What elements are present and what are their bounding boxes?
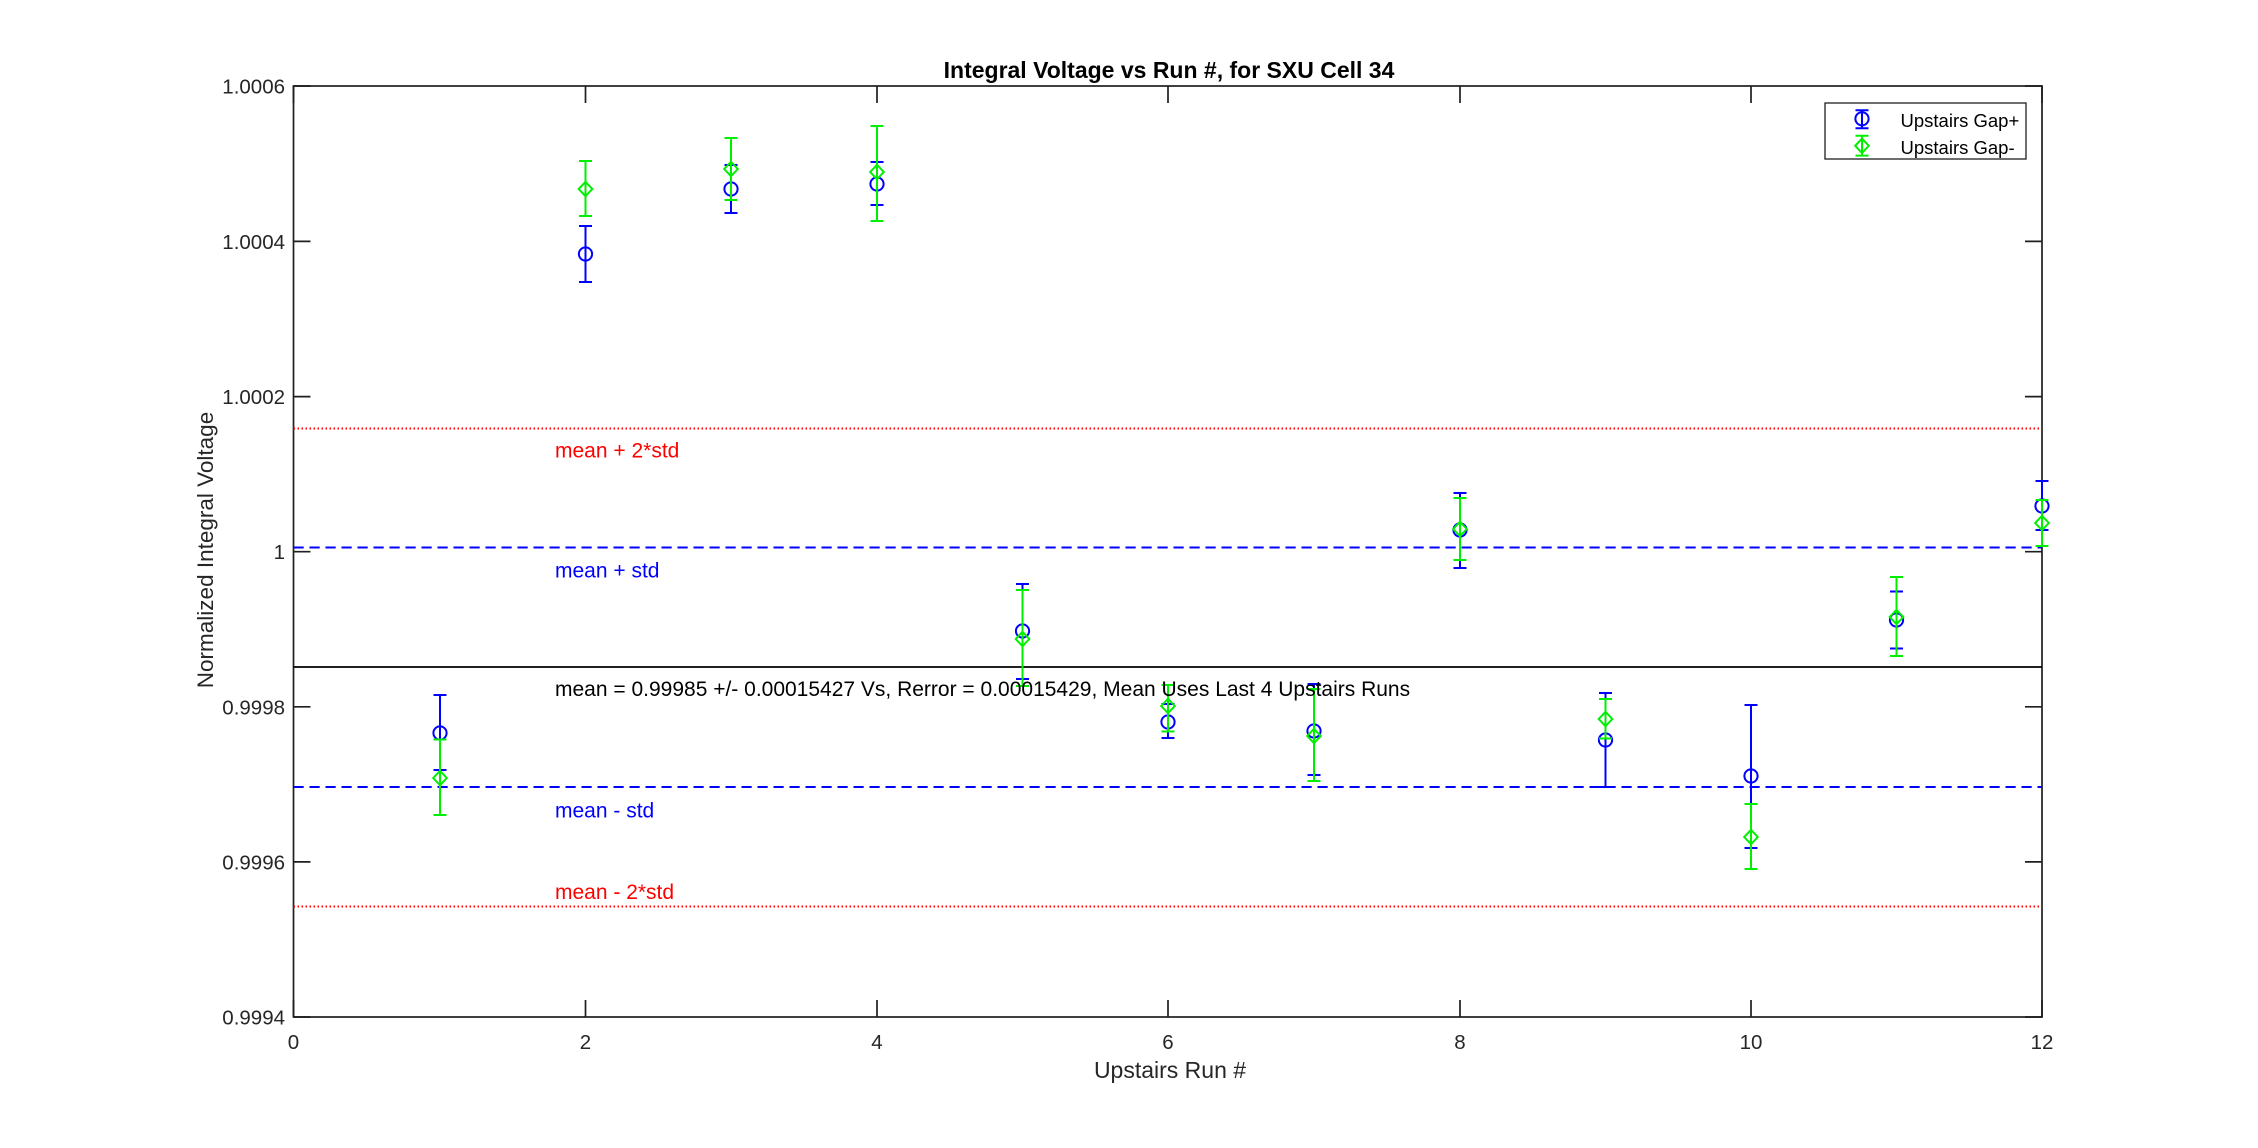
- svg-text:mean = 0.99985 +/- 0.00015427: mean = 0.99985 +/- 0.00015427 Vs, Rerror…: [555, 678, 1410, 701]
- svg-text:Upstairs Gap-: Upstairs Gap-: [1901, 137, 2015, 158]
- svg-text:8: 8: [1454, 1031, 1465, 1054]
- svg-text:mean + std: mean + std: [555, 560, 659, 583]
- svg-text:0.9998: 0.9998: [222, 696, 285, 719]
- svg-text:0.9996: 0.9996: [222, 851, 285, 874]
- svg-text:Upstairs Gap+: Upstairs Gap+: [1901, 110, 2020, 131]
- svg-text:1: 1: [274, 541, 285, 564]
- svg-text:0: 0: [288, 1031, 299, 1054]
- svg-text:mean + 2*std: mean + 2*std: [555, 440, 679, 463]
- svg-text:1.0006: 1.0006: [222, 76, 285, 99]
- svg-text:12: 12: [2031, 1031, 2054, 1054]
- svg-text:10: 10: [1740, 1031, 1763, 1054]
- svg-text:Upstairs Run #: Upstairs Run #: [1094, 1057, 1246, 1083]
- svg-text:Integral Voltage vs Run #, for: Integral Voltage vs Run #, for SXU Cell …: [944, 57, 1395, 83]
- svg-text:mean - std: mean - std: [555, 800, 654, 823]
- svg-text:6: 6: [1162, 1031, 1173, 1054]
- svg-text:mean - 2*std: mean - 2*std: [555, 881, 674, 904]
- svg-text:1.0002: 1.0002: [222, 386, 285, 409]
- svg-text:2: 2: [580, 1031, 591, 1054]
- svg-text:0.9994: 0.9994: [222, 1007, 285, 1030]
- svg-text:Normalized Integral Voltage: Normalized Integral Voltage: [193, 412, 218, 688]
- svg-text:1.0004: 1.0004: [222, 231, 285, 254]
- svg-text:4: 4: [871, 1031, 882, 1054]
